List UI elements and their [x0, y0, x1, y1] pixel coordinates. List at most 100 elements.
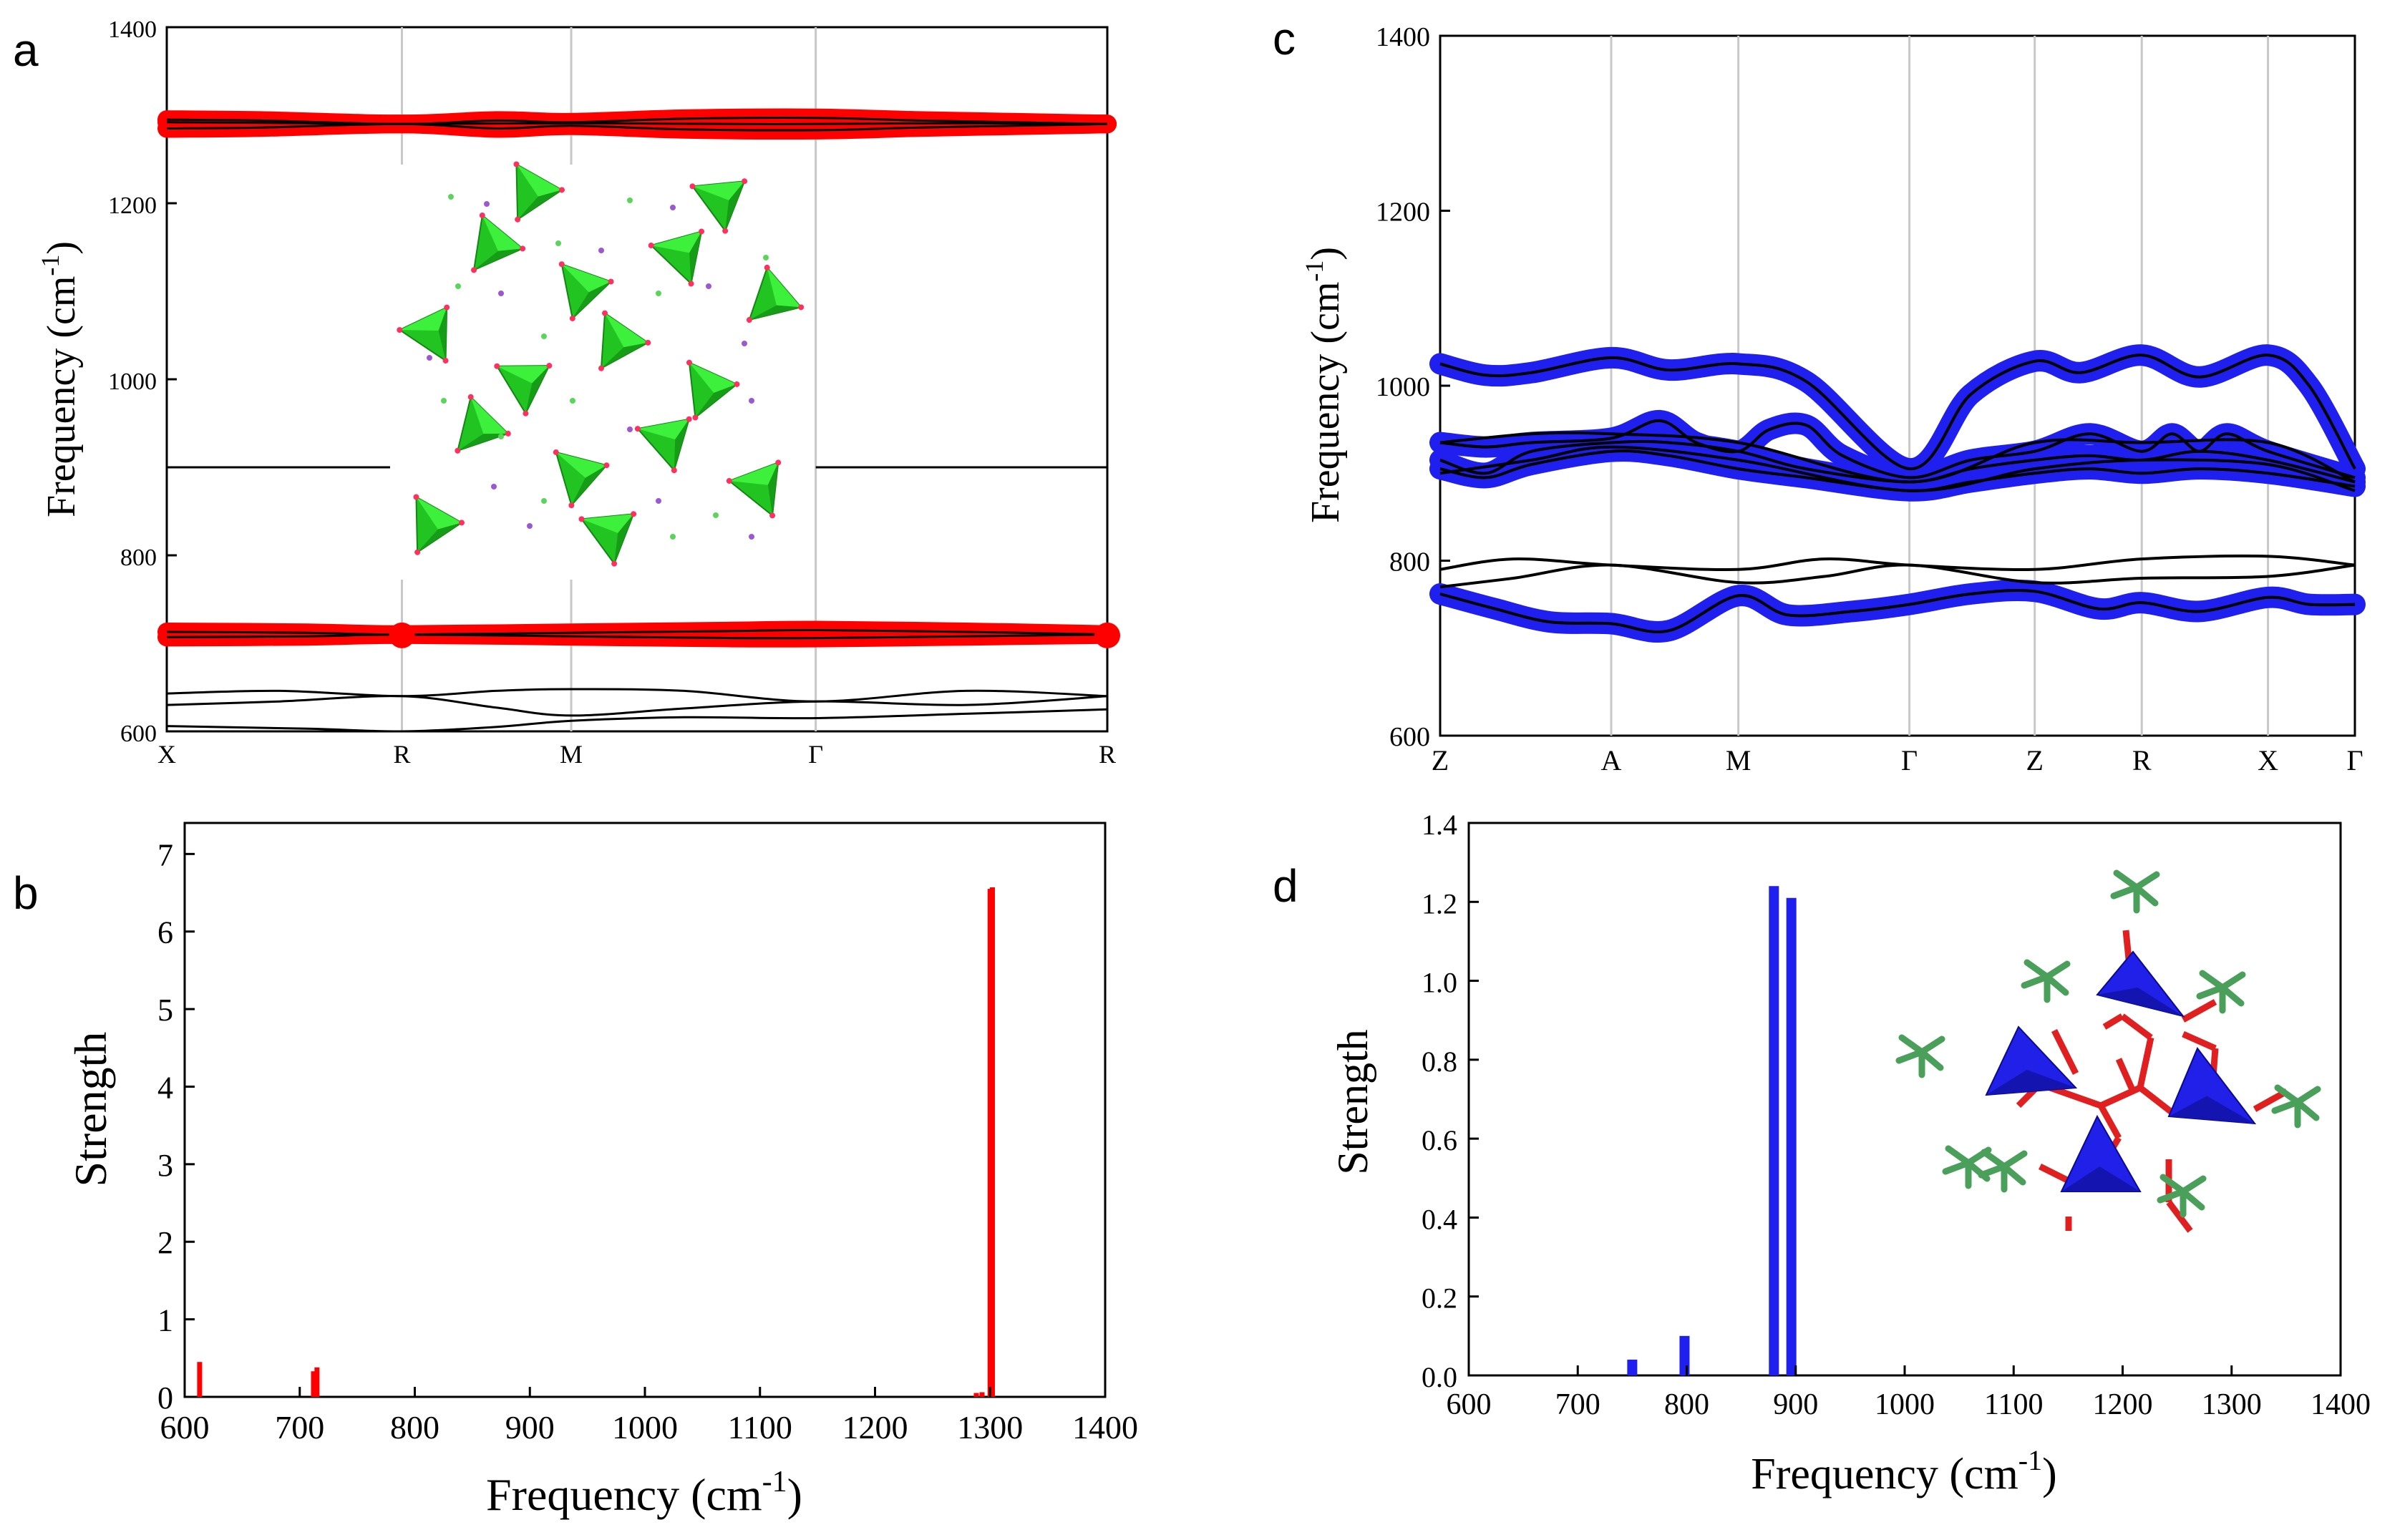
x-tick-label: Z — [1432, 744, 1449, 776]
y-tick-label: 600 — [1389, 722, 1430, 752]
atom-dot — [742, 341, 747, 346]
x-tick-label: R — [1099, 740, 1116, 769]
spectrum-bar — [1786, 897, 1797, 1375]
panel-d-ir-spectrum: d 0.0 0.2 0.4 0.6 0.8 1.0 1.2 1.4 600 700 800 900 1… — [1273, 809, 2371, 1498]
x-tick-label: Γ — [2346, 744, 2363, 776]
panel-b-plot-frame — [183, 822, 1107, 1398]
tetrahedron-icon — [598, 310, 651, 371]
atom-dot — [670, 205, 676, 210]
tetrahedron-icon — [634, 416, 692, 474]
panel-d-x-axis: 600 700 800 900 1000 1100 1200 1300 1400 — [1447, 1365, 2371, 1421]
spectrum-bar — [1627, 1359, 1638, 1375]
panel-a-y-label: Frequency (cm-1) — [36, 241, 84, 517]
x-tick-label: 600 — [1447, 1388, 1492, 1421]
x-tick-label: R — [393, 740, 410, 769]
panel-a-band-structure: a 600 800 1000 1200 1400 X R M Γ R Frequency (cm… — [13, 16, 1120, 769]
x-tick-label: R — [2132, 744, 2152, 776]
band-line-c5 — [1439, 431, 2356, 484]
bond-line — [2138, 1085, 2175, 1116]
spectrum-bar — [314, 1367, 320, 1397]
panel-letter-d: d — [1273, 860, 1298, 912]
ligand-icon — [2157, 1174, 2207, 1218]
atom-dot — [749, 398, 754, 404]
triangle-unit-icon — [2060, 1114, 2142, 1192]
band-line-b8 — [166, 688, 1108, 703]
panel-d-molecule-inset — [1895, 869, 2321, 1233]
atom-dot — [763, 255, 769, 260]
panel-c-bands — [1429, 344, 2366, 643]
atom-dot — [448, 194, 454, 200]
y-tick-label: 1 — [157, 1303, 173, 1338]
tetrahedron-icon — [578, 511, 637, 567]
y-tick-label: 6 — [157, 915, 173, 950]
bond-line — [2181, 999, 2217, 1023]
panel-d-y-axis: 0.0 0.2 0.4 0.6 0.8 1.0 1.2 1.4 — [1422, 809, 1479, 1393]
x-tick-label: Z — [2026, 744, 2043, 776]
bond-line — [2098, 1103, 2122, 1140]
x-tick-label: 800 — [390, 1409, 439, 1446]
y-tick-label: 7 — [157, 837, 173, 872]
ligand-icon — [2110, 869, 2160, 914]
band-marker — [389, 622, 415, 648]
x-tick-label: 1100 — [1984, 1388, 2043, 1421]
x-tick-label: 700 — [1555, 1388, 1600, 1421]
atom-dot — [656, 291, 661, 296]
atom-dot — [570, 398, 575, 404]
x-tick-label: M — [1726, 744, 1751, 776]
panel-d-y-label: Strength — [1329, 1029, 1376, 1174]
ligand-icon — [1978, 1149, 2028, 1193]
atom-dot — [527, 523, 533, 529]
ligand-icon — [1942, 1145, 1992, 1189]
tetrahedron-icon — [686, 359, 740, 421]
atom-dot — [498, 434, 504, 439]
x-tick-label: Γ — [1901, 744, 1918, 776]
x-tick-label: 1300 — [957, 1409, 1023, 1446]
y-tick-label: 1000 — [1376, 372, 1430, 402]
band-line-c9 — [1439, 588, 2356, 633]
x-tick-label: 700 — [275, 1409, 324, 1446]
bond-line — [2038, 1163, 2071, 1184]
tetrahedron-icon — [558, 261, 614, 321]
atom-dot — [441, 398, 447, 404]
x-tick-label: 1400 — [1072, 1409, 1138, 1446]
band-line-b4 — [166, 628, 1108, 636]
x-tick-label: 1200 — [842, 1409, 908, 1446]
band-line-b10 — [166, 708, 1108, 733]
tetrahedron-icon — [553, 449, 610, 509]
atom-dot — [541, 498, 547, 504]
band-line-b3 — [166, 121, 1108, 125]
y-tick-label: 1400 — [1376, 22, 1430, 52]
atom-dot — [427, 355, 432, 361]
atom-dot — [491, 484, 497, 489]
triangle-unit-icon — [2167, 1047, 2257, 1125]
x-tick-label: M — [560, 740, 583, 769]
x-tick-label: 1000 — [612, 1409, 678, 1446]
panel-b-ir-spectrum: b 0 1 2 3 4 5 6 7 600 700 800 900 1000 1100 1200 1300 1… — [13, 822, 1138, 1520]
tetrahedron-icon — [746, 264, 805, 323]
y-tick-label: 0.2 — [1422, 1282, 1457, 1315]
x-tick-label: 1400 — [2311, 1388, 2371, 1421]
tetrahedron-icon — [494, 363, 553, 416]
panel-letter-c: c — [1273, 13, 1296, 64]
x-tick-label: 600 — [160, 1409, 210, 1446]
bond-line — [2182, 1030, 2217, 1052]
atom-dot — [455, 283, 461, 289]
panel-a-markers — [389, 622, 1120, 648]
y-tick-label: 4 — [157, 1070, 173, 1105]
spectrum-bar — [311, 1371, 316, 1397]
tetrahedron-icon — [513, 161, 565, 223]
panel-a-bands — [157, 108, 1117, 733]
band-line-c8 — [1439, 563, 2356, 589]
y-tick-label: 1.2 — [1422, 887, 1457, 920]
bond-line — [2120, 1013, 2153, 1041]
x-tick-label: X — [2258, 744, 2278, 776]
y-tick-label: 600 — [120, 721, 157, 747]
y-tick-label: 1.4 — [1422, 809, 1457, 841]
atom-dot — [713, 512, 719, 518]
y-tick-label: 1.0 — [1422, 967, 1457, 999]
y-tick-label: 1000 — [108, 369, 157, 395]
atom-dot — [555, 240, 561, 246]
y-tick-label: 800 — [120, 545, 157, 571]
